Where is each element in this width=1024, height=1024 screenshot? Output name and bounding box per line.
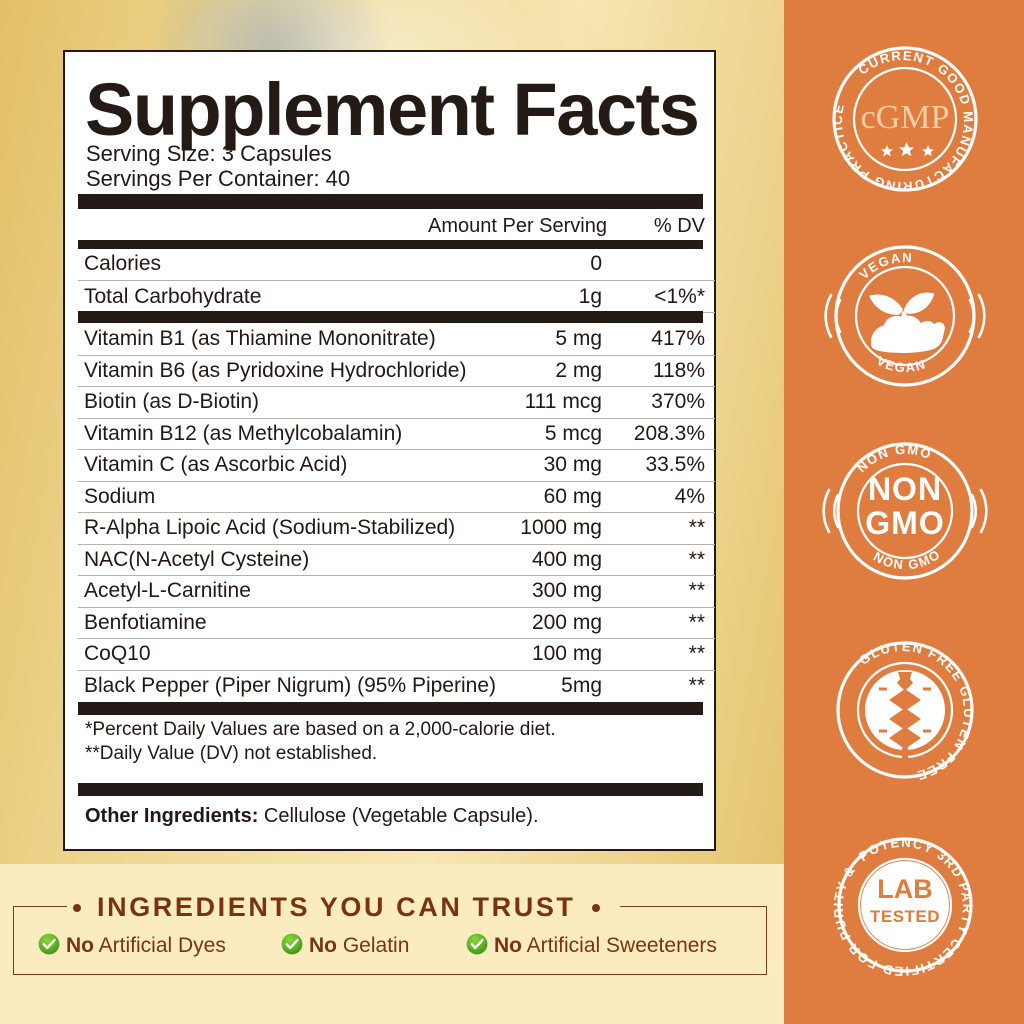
svg-text:cGMP: cGMP [861,99,950,136]
svg-text:GMO: GMO [865,505,944,541]
svg-text:LAB: LAB [877,874,933,904]
svg-text:TESTED: TESTED [870,907,940,926]
svg-text:NON GMO: NON GMO [871,546,944,572]
svg-text:VEGAN: VEGAN [874,353,928,375]
svg-text:NON: NON [868,471,942,507]
